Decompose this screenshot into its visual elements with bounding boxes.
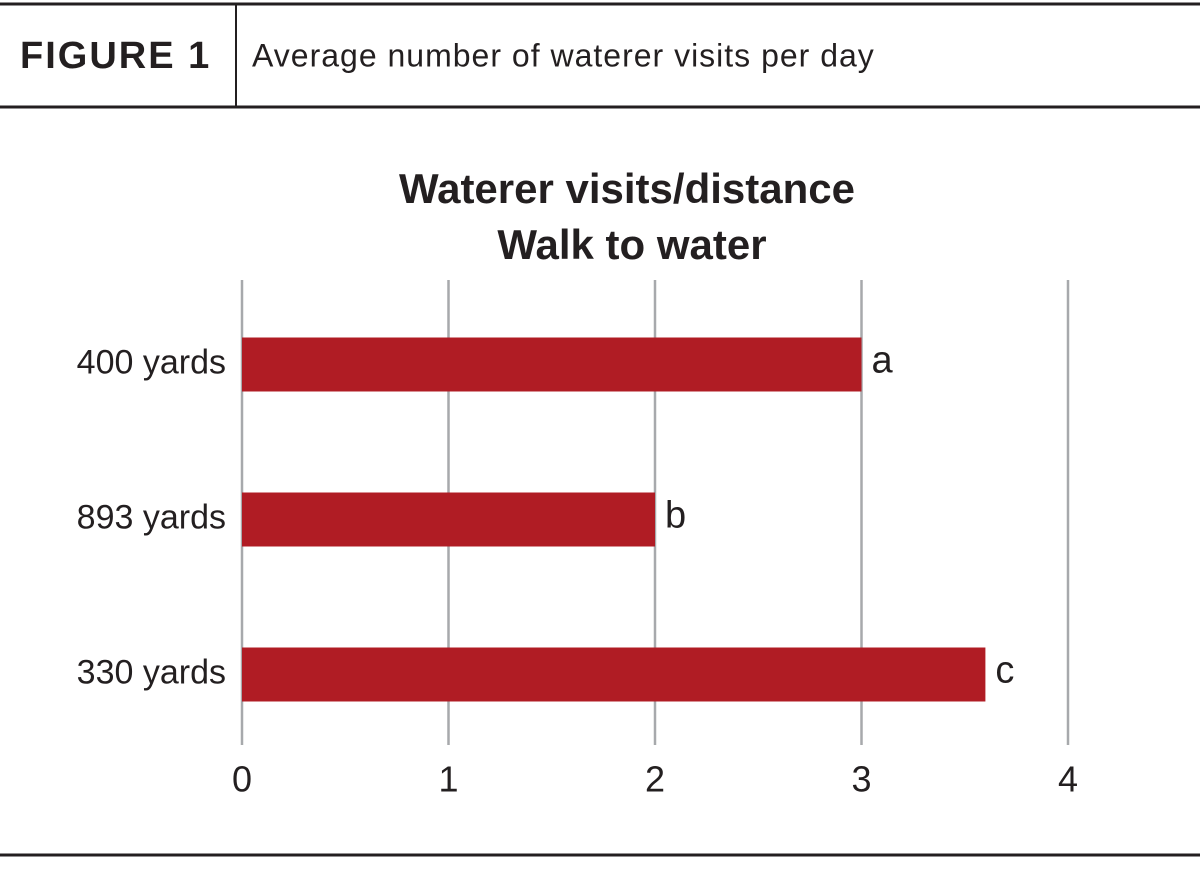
x-tick-label: 1 [438, 759, 458, 800]
chart-title: Waterer visits/distance [399, 165, 855, 212]
bar [242, 337, 862, 392]
x-tick-label: 4 [1058, 759, 1078, 800]
bar [242, 492, 655, 547]
caption: Average number of waterer visits per day [252, 37, 875, 73]
y-tick-label: 330 yards [77, 653, 226, 691]
bar [242, 647, 986, 702]
figure-label: FIGURE 1 [20, 35, 211, 77]
y-tick-label: 893 yards [77, 498, 226, 536]
bar-annotation: a [872, 340, 894, 382]
x-tick-label: 2 [645, 759, 665, 800]
x-tick-label: 0 [232, 759, 252, 800]
bar-annotation: c [995, 650, 1014, 692]
chart-subtitle: Walk to water [497, 221, 766, 268]
bar-annotation: b [665, 495, 686, 537]
y-tick-label: 400 yards [77, 343, 226, 381]
x-tick-label: 3 [851, 759, 871, 800]
